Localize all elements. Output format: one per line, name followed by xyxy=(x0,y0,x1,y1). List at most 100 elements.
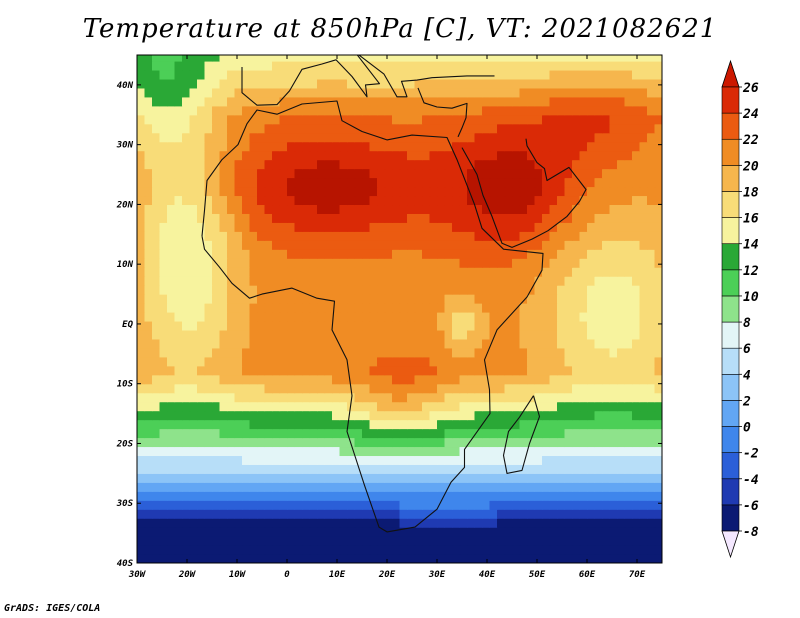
field-cell xyxy=(512,186,521,197)
field-cell xyxy=(167,132,176,143)
field-cell xyxy=(279,473,288,483)
field-cell xyxy=(512,356,521,367)
field-cell xyxy=(639,455,648,465)
field-cell xyxy=(279,123,288,134)
field-cell xyxy=(219,401,228,412)
field-cell xyxy=(429,150,438,161)
field-cell xyxy=(249,213,258,223)
field-cell xyxy=(407,213,416,223)
field-cell xyxy=(414,55,423,62)
field-cell xyxy=(444,473,453,483)
field-cell xyxy=(519,87,528,98)
field-cell xyxy=(219,258,228,268)
field-cell xyxy=(152,545,161,555)
field-cell xyxy=(294,446,303,457)
field-cell xyxy=(137,87,146,98)
field-cell xyxy=(489,276,498,286)
field-cell xyxy=(459,410,468,421)
field-cell xyxy=(602,294,611,304)
field-cell xyxy=(369,132,378,143)
field-cell xyxy=(429,276,438,286)
field-cell xyxy=(482,231,491,241)
field-cell xyxy=(414,150,423,161)
field-cell xyxy=(324,213,333,223)
field-cell xyxy=(422,105,431,116)
field-cell xyxy=(564,186,573,197)
field-cell xyxy=(392,473,401,483)
field-cell xyxy=(504,383,513,394)
field-cell xyxy=(249,132,258,143)
field-cell xyxy=(242,276,251,286)
field-cell xyxy=(302,374,311,385)
field-cell xyxy=(407,60,416,71)
field-cell xyxy=(212,123,221,134)
field-cell xyxy=(564,78,573,89)
field-cell xyxy=(474,177,483,188)
field-cell xyxy=(287,410,296,421)
field-cell xyxy=(452,356,461,367)
field-cell xyxy=(549,258,558,268)
field-cell xyxy=(437,365,446,376)
field-cell xyxy=(467,473,476,483)
field-cell xyxy=(167,536,176,546)
field-cell xyxy=(167,87,176,98)
field-cell xyxy=(249,347,258,358)
field-cell xyxy=(302,159,311,170)
field-cell xyxy=(654,132,662,143)
field-cell xyxy=(144,473,153,483)
field-cell xyxy=(384,195,393,206)
field-cell xyxy=(579,123,588,134)
field-cell xyxy=(152,410,161,421)
field-cell xyxy=(182,141,191,152)
field-cell xyxy=(137,473,146,483)
field-cell xyxy=(512,195,521,206)
field-cell xyxy=(564,545,573,555)
field-cell xyxy=(242,491,251,501)
field-cell xyxy=(264,329,273,340)
field-cell xyxy=(639,123,648,134)
field-cell xyxy=(279,177,288,188)
field-cell xyxy=(309,554,318,563)
field-cell xyxy=(474,249,483,259)
field-cell xyxy=(152,60,161,71)
field-cell xyxy=(369,186,378,197)
field-cell xyxy=(594,473,603,483)
field-cell xyxy=(654,78,662,89)
field-cell xyxy=(392,383,401,394)
field-cell xyxy=(572,186,581,197)
field-cell xyxy=(632,177,641,188)
field-cell xyxy=(497,491,506,501)
field-cell xyxy=(362,114,371,125)
field-cell xyxy=(542,383,551,394)
field-cell xyxy=(294,464,303,474)
field-cell xyxy=(189,410,198,421)
field-cell xyxy=(324,240,333,250)
field-cell xyxy=(504,258,513,268)
field-cell xyxy=(482,482,491,492)
field-cell xyxy=(152,392,161,403)
field-cell xyxy=(279,536,288,546)
field-cell xyxy=(519,329,528,340)
field-cell xyxy=(639,240,648,250)
field-cell xyxy=(347,446,356,457)
field-cell xyxy=(384,437,393,448)
field-cell xyxy=(309,204,318,214)
field-cell xyxy=(159,231,168,241)
field-cell xyxy=(587,365,596,376)
field-cell xyxy=(332,347,341,358)
field-cell xyxy=(362,536,371,546)
field-cell xyxy=(272,311,281,322)
field-cell xyxy=(189,69,198,80)
field-cell xyxy=(189,96,198,107)
field-cell xyxy=(369,222,378,232)
field-cell xyxy=(399,419,408,430)
field-cell xyxy=(182,186,191,197)
field-cell xyxy=(272,150,281,161)
field-cell xyxy=(257,374,266,385)
field-cell xyxy=(482,437,491,448)
field-cell xyxy=(182,267,191,277)
field-cell xyxy=(227,491,236,501)
field-cell xyxy=(527,536,536,546)
field-cell xyxy=(429,365,438,376)
field-cell xyxy=(399,204,408,214)
